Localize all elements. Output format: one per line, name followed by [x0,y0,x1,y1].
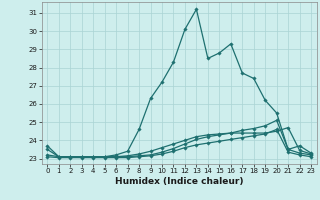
X-axis label: Humidex (Indice chaleur): Humidex (Indice chaleur) [115,177,244,186]
